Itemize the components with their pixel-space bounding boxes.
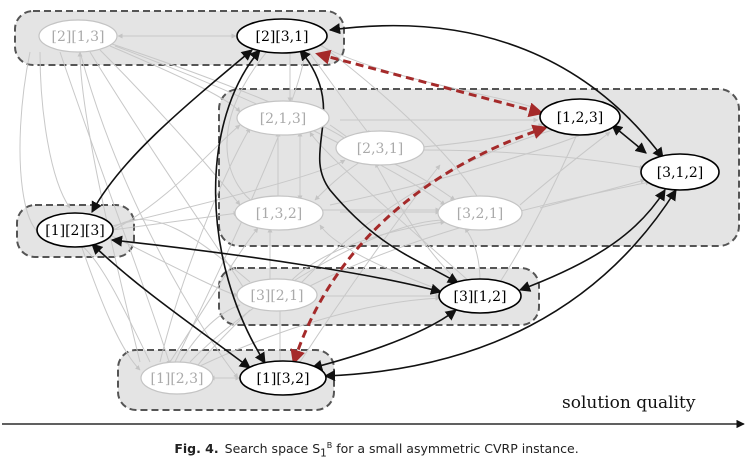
node-2-31: [2][3,1]: [236, 18, 328, 54]
node-213: [2,1,3]: [236, 100, 330, 136]
node-label: [2,3,1]: [357, 141, 404, 157]
axis-label: solution quality: [562, 393, 696, 413]
node-1-23: [1][2,3]: [140, 361, 214, 395]
node-132: [1,3,2]: [234, 195, 324, 231]
caption-text-before: Search space S: [224, 441, 321, 457]
node-123: [1,2,3]: [539, 98, 621, 136]
node-label: [1,3,2]: [256, 206, 303, 222]
node-label: [2,1,3]: [260, 111, 307, 127]
node-label: [1][3,2]: [256, 371, 309, 387]
highlight-edge-bottom: [290, 124, 548, 365]
node-312: [3,1,2]: [640, 153, 720, 191]
node-321: [3,2,1]: [437, 195, 523, 231]
node-label: [1,2,3]: [557, 110, 604, 126]
node-label: [2][1,3]: [51, 29, 104, 45]
node-label: [3,2,1]: [457, 206, 504, 222]
node-1-32: [1][3,2]: [239, 360, 327, 396]
caption-superscript: B: [326, 441, 333, 450]
node-label: [3][1,2]: [453, 289, 506, 305]
node-label: [2][3,1]: [255, 29, 308, 45]
caption-subscript: 1: [320, 447, 327, 460]
caption-text-after: for a small asymmetric CVRP instance.: [332, 441, 579, 457]
node-label: [3][2,1]: [250, 288, 303, 304]
caption-fig-label: Fig. 4.: [174, 441, 219, 457]
highlighted-edges: [290, 49, 548, 365]
node-label: [3,1,2]: [657, 165, 704, 181]
node-231: [2,3,1]: [335, 130, 425, 166]
node-label: [1][2][3]: [45, 223, 105, 239]
figure-caption: Fig. 4. Search space S1B for a small asym…: [0, 441, 753, 460]
node-1-2-3: [1][2][3]: [36, 212, 114, 248]
node-3-21: [3][2,1]: [236, 278, 318, 312]
node-label: [1][2,3]: [150, 371, 203, 387]
node-2-13: [2][1,3]: [38, 19, 118, 53]
node-3-12: [3][1,2]: [438, 278, 522, 314]
